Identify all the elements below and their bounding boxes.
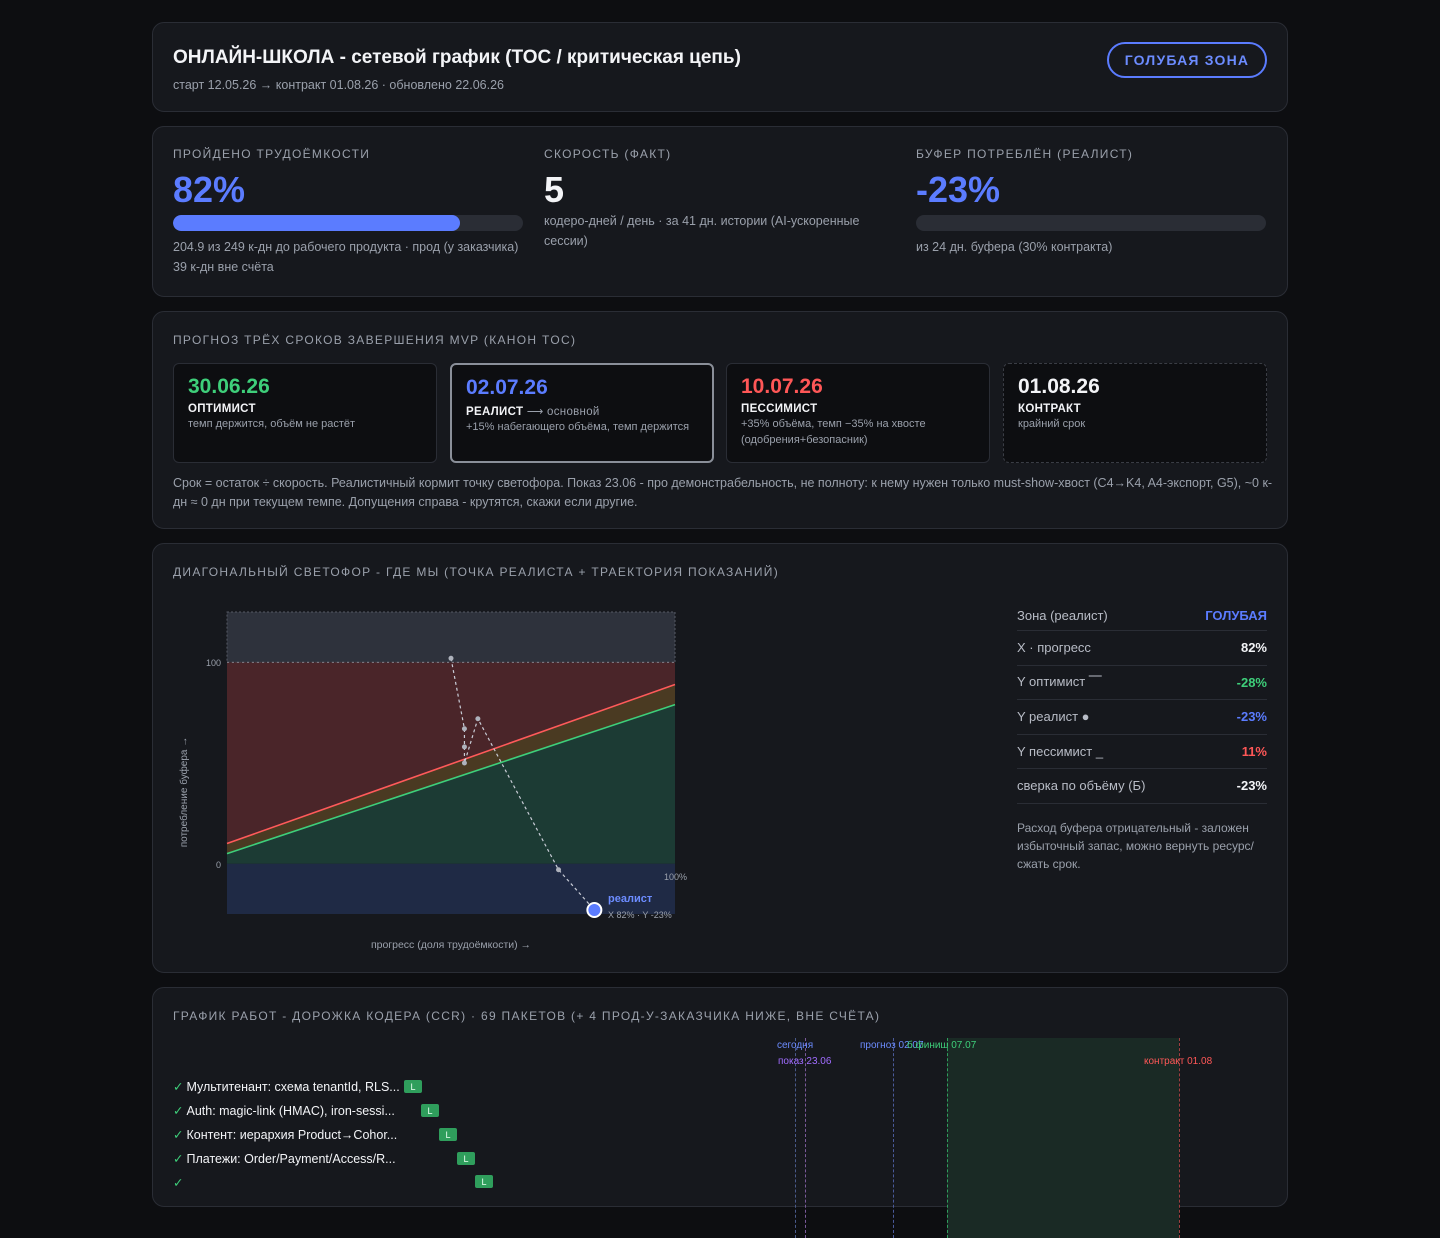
summary-row: Y пессимист _ 11% — [1017, 735, 1267, 769]
trajectory-point — [448, 655, 454, 661]
trajectory-point — [461, 726, 467, 732]
section-title: ГРАФИК РАБОТ - ДОРОЖКА КОДЕРА (CCR) · 69… — [173, 1009, 881, 1023]
forecast-marker: прогноз 02.07 — [860, 1040, 924, 1051]
traffic-summary: Зона (реалист) ГОЛУБАЯ X · прогресс 82% Y … — [1017, 600, 1267, 873]
zone-status-button[interactable]: ГОЛУБАЯ ЗОНА — [1107, 42, 1267, 78]
metric-progress: ПРОЙДЕНО ТРУДОЁМКОСТИ 82% 204.9 из 249 к… — [173, 147, 523, 277]
metric-value: -23% — [916, 169, 1001, 210]
optimist-line — [226, 703, 676, 855]
contract-line — [1179, 1038, 1180, 1238]
forecast-date: 02.07.26 — [466, 376, 548, 399]
task-row[interactable]: ✓ Мультитенант: схема tenantId, RLS... — [173, 1080, 400, 1094]
y-tick-100: 100 — [206, 658, 221, 668]
forecast-note: темп держится, объём не растёт — [188, 418, 356, 430]
summary-row: сверка по объёму (Б) -23% — [1017, 769, 1267, 804]
point-sublabel: X 82% · Y -23% — [608, 910, 672, 920]
trajectory-point — [556, 867, 562, 873]
metric-label: СКОРОСТЬ (ФАКТ) — [544, 147, 672, 161]
metric-label: БУФЕР ПОТРЕБЛЁН (РЕАЛИСТ) — [916, 147, 1134, 161]
gantt-panel: ГРАФИК РАБОТ - ДОРОЖКА КОДЕРА (CCR) · 69… — [152, 987, 1288, 1238]
page-title: ОНЛАЙН-ШКОЛА - сетевой график (TOC / кри… — [173, 47, 741, 68]
task-row[interactable]: ✓ Платежи: Order/Payment/Access/R... — [173, 1152, 396, 1166]
metric-speed: СКОРОСТЬ (ФАКТ) 5 кодеро-дней / день · з… — [544, 147, 894, 251]
forecast-note: +35% объёма, темп −35% на хвосте (одобре… — [741, 418, 926, 446]
trajectory-point — [461, 760, 467, 766]
forecast-note: +15% набегающего объёма, темп держится — [466, 421, 690, 433]
blue-zone — [227, 863, 675, 914]
over-zone — [226, 611, 676, 663]
trajectory-point — [461, 744, 467, 750]
forecast-card-contract[interactable]: 01.08.26 КОНТРАКТ крайний срок — [1003, 363, 1267, 463]
forecast-line — [893, 1038, 894, 1238]
progress-bar-fill — [173, 215, 460, 231]
traffic-chart: потребление буфера → прогресс (доля труд… — [178, 611, 687, 951]
metric-value: 5 — [544, 169, 565, 210]
metric-desc: из 24 дн. буфера (30% контракта) — [916, 240, 1113, 254]
forecast-name: КОНТРАКТ — [1018, 403, 1081, 415]
red-zone — [227, 662, 675, 844]
section-title: ПРОГНОЗ ТРЁХ СРОКОВ ЗАВЕРШЕНИЯ MVP (КАНО… — [173, 333, 577, 347]
forecast-date: 01.08.26 — [1018, 375, 1100, 398]
forecast-footnote: Срок = остаток ÷ скорость. Реалистичный … — [173, 476, 1273, 509]
forecast-card-optimist[interactable]: 30.06.26 ОПТИМИСТ темп держится, объём н… — [173, 363, 437, 463]
metric-value: 82% — [173, 169, 246, 210]
metric-desc: 204.9 из 249 к-дн до рабочего продукта ·… — [173, 240, 519, 274]
x-tick-100: 100% — [664, 872, 687, 882]
contract-marker: контракт 01.08 — [1144, 1056, 1213, 1067]
task-row[interactable]: ✓ — [173, 1176, 184, 1190]
section-title: ДИАГОНАЛЬНЫЙ СВЕТОФОР - ГДЕ МЫ (ТОЧКА РЕ… — [173, 565, 779, 579]
summary-row: Зона (реалист) ГОЛУБАЯ — [1017, 600, 1267, 631]
x-axis-label: прогресс (доля трудоёмкости) → — [371, 939, 531, 951]
metric-label: ПРОЙДЕНО ТРУДОЁМКОСТИ — [173, 147, 371, 161]
size-badge: L — [439, 1128, 457, 1141]
show-marker: показ 23.06 — [778, 1056, 832, 1067]
metric-desc: кодеро-дней / день · за 41 дн. истории (… — [544, 214, 860, 248]
forecast-note: крайний срок — [1018, 418, 1086, 430]
task-row[interactable]: ✓ Auth: magic-link (HMAC), iron-sessi... — [173, 1104, 395, 1118]
forecast-name: РЕАЛИСТ ⟶ основной — [466, 406, 600, 418]
forecast-card-realist[interactable]: 02.07.26 РЕАЛИСТ ⟶ основной +15% набегаю… — [450, 363, 714, 463]
size-badge: L — [475, 1175, 493, 1188]
y-axis-label: потребление буфера → — [178, 737, 190, 848]
bfinish-marker: б.финиш 07.07 — [907, 1040, 977, 1051]
size-badge: L — [421, 1104, 439, 1117]
bfinish-line — [947, 1038, 948, 1238]
forecast-date: 10.07.26 — [741, 375, 823, 398]
metrics-panel: ПРОЙДЕНО ТРУДОЁМКОСТИ 82% 204.9 из 249 к… — [152, 126, 1288, 297]
summary-row: Y оптимист ⎺ -28% — [1017, 666, 1267, 700]
metric-buffer: БУФЕР ПОТРЕБЛЁН (РЕАЛИСТ) -23% из 24 дн.… — [916, 147, 1266, 257]
summary-row: Y реалист ● -23% — [1017, 700, 1267, 735]
header-panel: ОНЛАЙН-ШКОЛА - сетевой график (TOC / кри… — [152, 22, 1288, 112]
forecast-date: 30.06.26 — [188, 375, 270, 398]
summary-row: X · прогресс 82% — [1017, 631, 1267, 666]
forecast-name: ОПТИМИСТ — [188, 403, 256, 415]
page-subtitle: старт 12.05.26 → контракт 01.08.26 · обн… — [173, 78, 504, 92]
buffer-bar — [916, 215, 1266, 231]
y-tick-0: 0 — [216, 860, 221, 870]
trajectory-point — [475, 716, 481, 722]
traffic-panel: ДИАГОНАЛЬНЫЙ СВЕТОФОР - ГДЕ МЫ (ТОЧКА РЕ… — [152, 543, 1288, 973]
today-marker: сегодня — [777, 1040, 814, 1051]
size-badge: L — [457, 1152, 475, 1165]
forecast-panel: ПРОГНОЗ ТРЁХ СРОКОВ ЗАВЕРШЕНИЯ MVP (КАНО… — [152, 311, 1288, 529]
pessimist-line — [226, 683, 676, 845]
buffer-zone-band — [947, 1038, 1179, 1238]
forecast-card-pessimist[interactable]: 10.07.26 ПЕССИМИСТ +35% объёма, темп −35… — [726, 363, 990, 463]
forecast-name: ПЕССИМИСТ — [741, 403, 818, 415]
progress-bar — [173, 215, 523, 231]
today-line — [795, 1038, 796, 1238]
summary-note: Расход буфера отрицательный - заложен из… — [1017, 820, 1254, 871]
show-line — [805, 1038, 806, 1238]
task-row[interactable]: ✓ Контент: иерархия Product→Cohor... — [173, 1128, 398, 1142]
green-zone — [227, 704, 675, 864]
yellow-zone — [227, 684, 675, 854]
realist-point — [586, 901, 603, 918]
point-label: реалист — [608, 893, 653, 905]
size-badge: L — [404, 1080, 422, 1093]
